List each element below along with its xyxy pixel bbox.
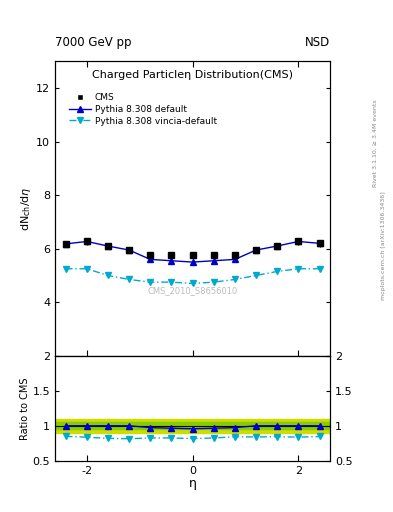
- Y-axis label: dN$_{\rm ch}$/d$\eta$: dN$_{\rm ch}$/d$\eta$: [19, 186, 33, 231]
- X-axis label: η: η: [189, 477, 196, 490]
- Bar: [55, 422, 330, 429]
- Y-axis label: Ratio to CMS: Ratio to CMS: [20, 377, 30, 439]
- Bar: [55, 419, 330, 433]
- Legend: CMS, Pythia 8.308 default, Pythia 8.308 vincia-default: CMS, Pythia 8.308 default, Pythia 8.308 …: [65, 90, 220, 129]
- Text: Charged Particleη Distribution(CMS): Charged Particleη Distribution(CMS): [92, 70, 293, 80]
- Text: mcplots.cern.ch [arXiv:1306.3436]: mcplots.cern.ch [arXiv:1306.3436]: [381, 191, 386, 300]
- Text: CMS_2010_S8656010: CMS_2010_S8656010: [147, 287, 238, 295]
- Text: 7000 GeV pp: 7000 GeV pp: [55, 36, 132, 49]
- Text: Rivet 3.1.10, ≥ 3.4M events: Rivet 3.1.10, ≥ 3.4M events: [373, 99, 378, 187]
- Text: NSD: NSD: [305, 36, 330, 49]
